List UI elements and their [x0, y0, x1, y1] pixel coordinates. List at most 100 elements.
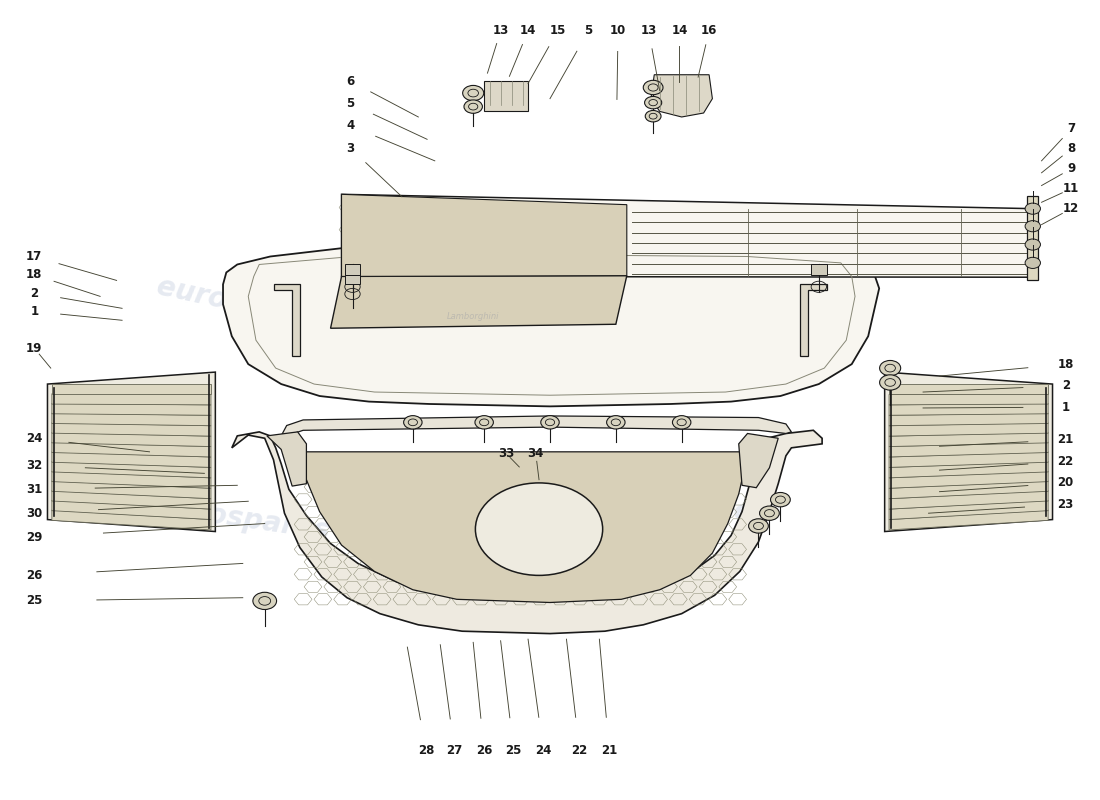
Text: 15: 15: [550, 24, 565, 38]
Text: 2: 2: [30, 286, 38, 300]
Circle shape: [760, 506, 779, 520]
Circle shape: [646, 110, 661, 122]
Polygon shape: [889, 500, 1048, 519]
Polygon shape: [889, 433, 1048, 446]
Polygon shape: [52, 481, 211, 498]
Polygon shape: [274, 285, 300, 356]
Circle shape: [541, 416, 559, 429]
Text: eurospares: eurospares: [593, 478, 770, 530]
Text: 21: 21: [601, 744, 617, 758]
Polygon shape: [223, 245, 879, 406]
Polygon shape: [889, 423, 1048, 436]
Text: 3: 3: [346, 142, 354, 154]
Polygon shape: [52, 500, 211, 519]
Circle shape: [770, 493, 790, 507]
Text: 27: 27: [447, 744, 463, 758]
Polygon shape: [341, 194, 1033, 278]
Text: 29: 29: [26, 530, 43, 544]
Bar: [344, 265, 360, 275]
Polygon shape: [889, 490, 1048, 509]
Circle shape: [464, 100, 483, 114]
Text: 34: 34: [528, 447, 543, 460]
Polygon shape: [52, 433, 211, 446]
Text: 24: 24: [26, 432, 43, 445]
Text: 5: 5: [346, 97, 354, 110]
Text: eurospares: eurospares: [154, 494, 331, 546]
Circle shape: [463, 86, 484, 101]
Text: 25: 25: [506, 744, 522, 758]
Polygon shape: [52, 394, 211, 405]
Text: 9: 9: [1067, 162, 1076, 175]
Circle shape: [404, 416, 422, 429]
Text: 23: 23: [1057, 498, 1074, 511]
Polygon shape: [298, 452, 750, 602]
Polygon shape: [1027, 196, 1038, 281]
Polygon shape: [800, 285, 826, 356]
Text: 22: 22: [1057, 455, 1074, 468]
Circle shape: [606, 416, 625, 429]
Circle shape: [880, 375, 901, 390]
Polygon shape: [889, 452, 1048, 467]
Polygon shape: [341, 194, 627, 277]
Polygon shape: [889, 403, 1048, 415]
Polygon shape: [52, 471, 211, 488]
Circle shape: [1025, 203, 1041, 214]
Polygon shape: [889, 394, 1048, 405]
Text: 5: 5: [584, 24, 593, 38]
Text: 7: 7: [1067, 122, 1075, 135]
Polygon shape: [52, 423, 211, 436]
Text: eurospares: eurospares: [516, 257, 694, 320]
Text: 18: 18: [1057, 358, 1074, 370]
Polygon shape: [232, 430, 822, 634]
Polygon shape: [889, 510, 1048, 530]
Polygon shape: [52, 442, 211, 457]
Text: 14: 14: [520, 24, 536, 38]
Polygon shape: [884, 372, 1053, 531]
Polygon shape: [889, 442, 1048, 457]
Text: 8: 8: [1067, 142, 1076, 155]
Text: 28: 28: [418, 744, 434, 758]
Text: 30: 30: [26, 506, 43, 520]
Text: 19: 19: [26, 342, 43, 354]
Circle shape: [672, 416, 691, 429]
Polygon shape: [267, 432, 307, 486]
Text: 6: 6: [346, 74, 354, 88]
Polygon shape: [331, 276, 627, 328]
Polygon shape: [52, 413, 211, 426]
Polygon shape: [889, 413, 1048, 426]
Polygon shape: [282, 416, 791, 436]
Polygon shape: [889, 462, 1048, 478]
Polygon shape: [52, 462, 211, 478]
Circle shape: [475, 416, 494, 429]
Circle shape: [475, 483, 603, 575]
Text: 16: 16: [701, 24, 717, 38]
Text: 22: 22: [572, 744, 587, 758]
Polygon shape: [52, 403, 211, 415]
Polygon shape: [739, 434, 778, 488]
Text: 1: 1: [1062, 401, 1070, 414]
Text: 31: 31: [26, 482, 43, 496]
Text: 10: 10: [609, 24, 626, 38]
Text: 11: 11: [1063, 182, 1079, 195]
Circle shape: [880, 361, 901, 376]
Text: 24: 24: [536, 744, 551, 758]
Text: 12: 12: [1063, 202, 1079, 215]
Bar: [344, 275, 360, 285]
Circle shape: [749, 518, 768, 533]
Circle shape: [1025, 258, 1041, 269]
Polygon shape: [484, 81, 528, 111]
Polygon shape: [889, 384, 1048, 394]
Polygon shape: [52, 384, 211, 394]
Polygon shape: [52, 510, 211, 530]
Circle shape: [1025, 221, 1041, 232]
Text: 32: 32: [26, 459, 43, 472]
Text: eurospares: eurospares: [154, 272, 331, 336]
Text: 2: 2: [1062, 379, 1070, 392]
Text: 26: 26: [476, 744, 493, 758]
Text: 13: 13: [493, 24, 508, 38]
Bar: [811, 265, 826, 275]
Text: 26: 26: [26, 569, 43, 582]
Text: Lamborghini: Lamborghini: [447, 312, 499, 321]
Polygon shape: [889, 481, 1048, 498]
Polygon shape: [889, 471, 1048, 488]
